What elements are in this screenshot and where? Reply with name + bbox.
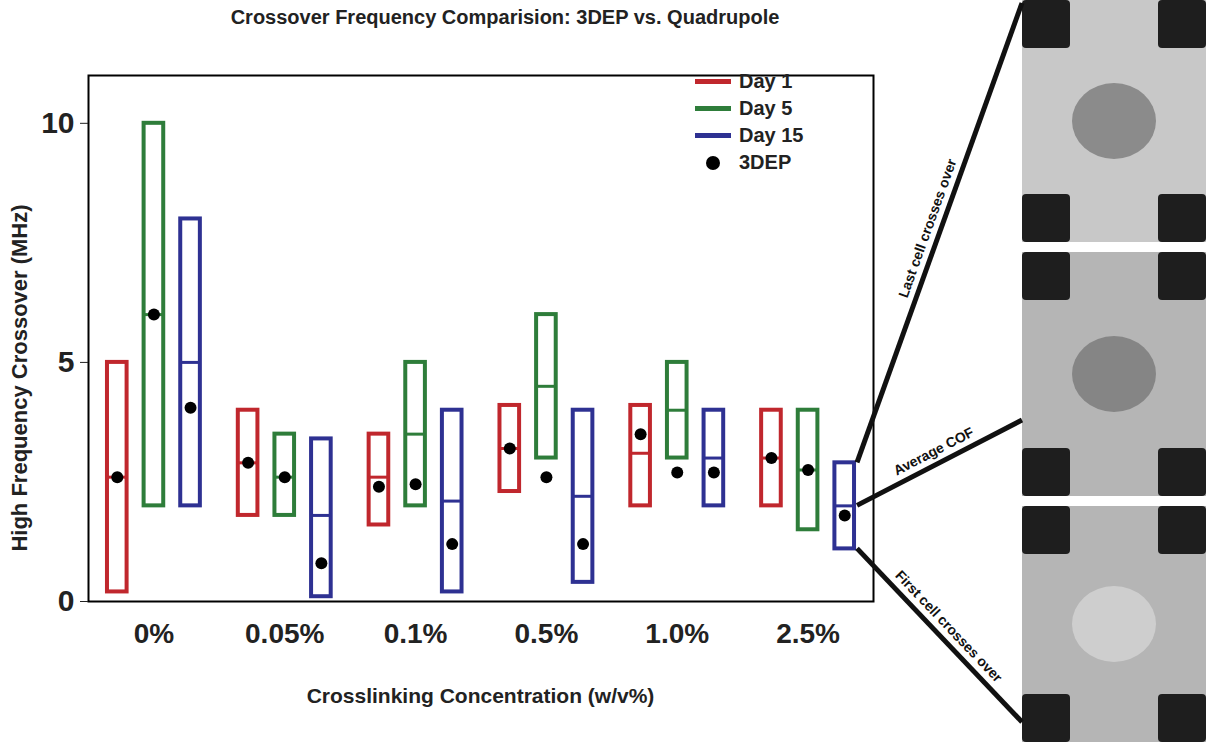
svg-text:First cell crosses over: First cell crosses over bbox=[892, 567, 1006, 686]
svg-text:1.0%: 1.0% bbox=[645, 618, 709, 649]
html-text:Day 1: Day 1 bbox=[739, 70, 793, 92]
html-text:Day 5: Day 5 bbox=[739, 97, 793, 119]
svg-text:Average COF: Average COF bbox=[891, 423, 977, 478]
html-text:3DEP: 3DEP bbox=[739, 151, 792, 173]
svg-text:0.05%: 0.05% bbox=[245, 618, 324, 649]
html-text:Crosslinking Concentration (w/: Crosslinking Concentration (w/v%) bbox=[306, 684, 655, 707]
svg-text:5: 5 bbox=[58, 345, 75, 378]
html-text:Crossover Frequency Comparisio: Crossover Frequency Comparision: 3DEP vs… bbox=[230, 6, 780, 28]
svg-text:0: 0 bbox=[58, 584, 75, 617]
svg-text:2.5%: 2.5% bbox=[776, 618, 840, 649]
html-text:Day 15: Day 15 bbox=[739, 124, 804, 146]
svg-text:0.1%: 0.1% bbox=[384, 618, 448, 649]
svg-text:Last cell crosses over: Last cell crosses over bbox=[895, 156, 960, 300]
svg-text:0.5%: 0.5% bbox=[515, 618, 579, 649]
svg-text:10: 10 bbox=[41, 106, 74, 139]
svg-text:0%: 0% bbox=[134, 618, 175, 649]
html-text:High Frequency Crossover (MHz): High Frequency Crossover (MHz) bbox=[7, 204, 32, 552]
